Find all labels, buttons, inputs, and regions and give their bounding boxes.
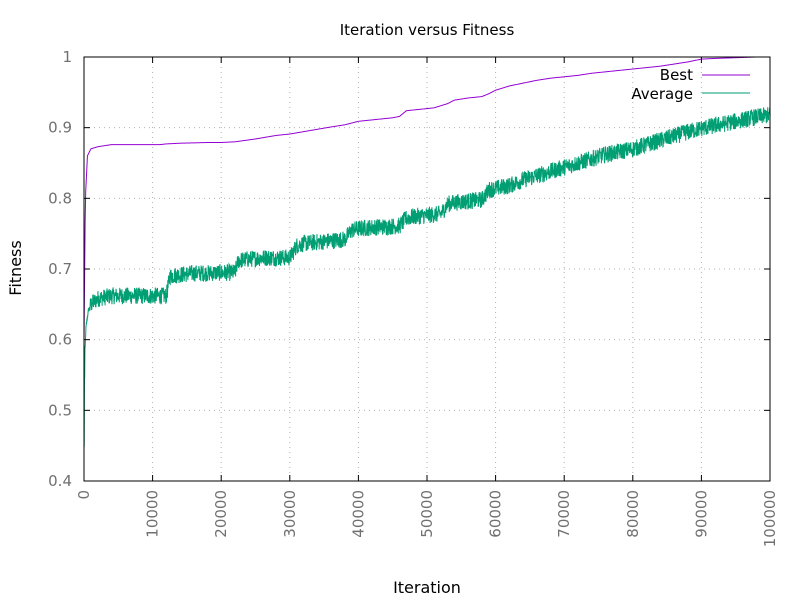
series-line-average — [83, 107, 771, 447]
y-tick-label: 0.9 — [48, 119, 72, 137]
y-tick-label: 1 — [62, 48, 72, 66]
chart-title: Iteration versus Fitness — [340, 21, 515, 39]
x-tick-label: 60000 — [487, 490, 505, 538]
legend-label-average: Average — [631, 85, 693, 103]
y-axis-ticks: 0.4 0.5 0.6 0.7 0.8 0.9 1 — [48, 48, 770, 490]
x-tick-label: 10000 — [144, 490, 162, 538]
y-axis-label: Fitness — [6, 240, 25, 295]
y-tick-label: 0.6 — [48, 331, 72, 349]
y-tick-label: 0.8 — [48, 189, 72, 207]
series-layer — [83, 56, 771, 447]
y-tick-label: 0.4 — [48, 472, 72, 490]
x-axis-label: Iteration — [393, 578, 461, 597]
x-tick-label: 40000 — [349, 490, 367, 538]
legend: Best Average — [631, 66, 750, 103]
x-tick-label: 0 — [75, 490, 93, 500]
y-tick-label: 0.5 — [48, 401, 72, 419]
y-tick-label: 0.7 — [48, 260, 72, 278]
legend-label-best: Best — [660, 66, 693, 84]
x-tick-label: 100000 — [761, 490, 779, 547]
x-axis-ticks: 0 10000 20000 30000 40000 50000 60000 70000 8000… — [75, 57, 779, 547]
x-tick-label: 50000 — [418, 490, 436, 538]
x-tick-label: 80000 — [624, 490, 642, 538]
x-tick-label: 90000 — [692, 490, 710, 538]
x-tick-label: 20000 — [212, 490, 230, 538]
x-tick-label: 70000 — [555, 490, 573, 538]
series-line-best — [83, 56, 770, 340]
x-tick-label: 30000 — [281, 490, 299, 538]
